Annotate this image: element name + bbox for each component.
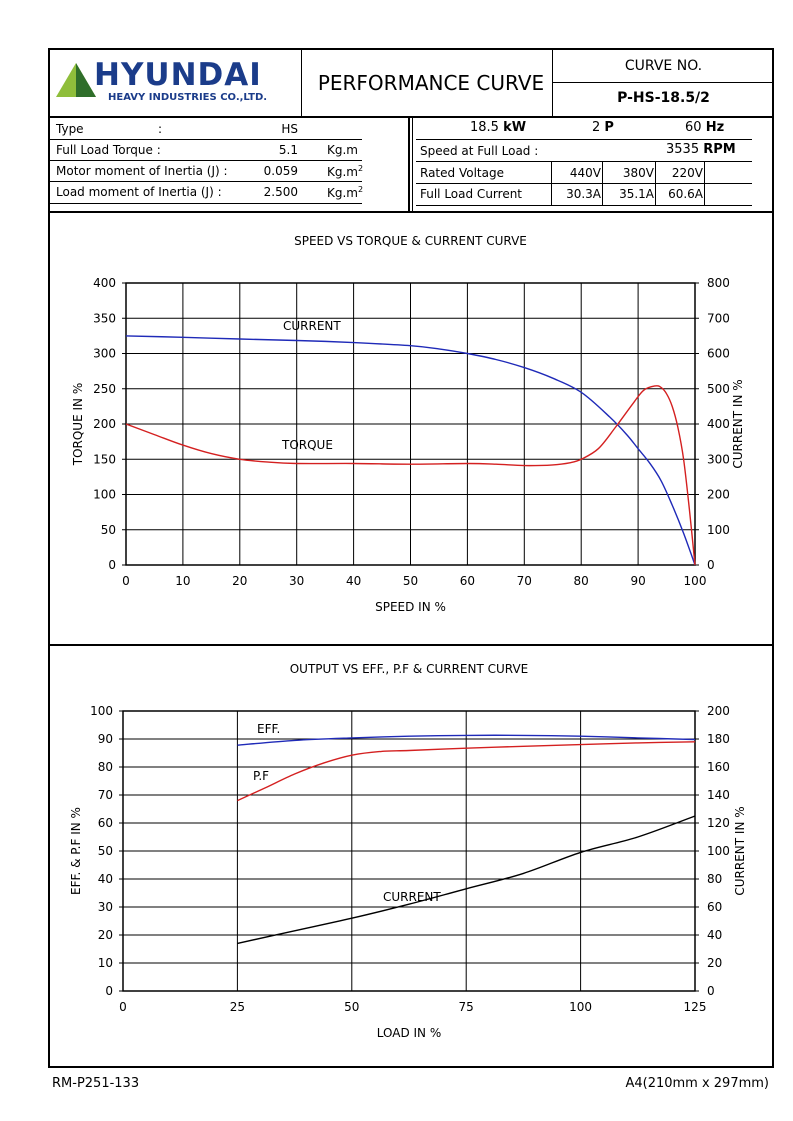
speed-label: Speed at Full Load : [420, 144, 539, 158]
document-frame: HYUNDAI HEAVY INDUSTRIES CO.,LTD. PERFOR… [48, 48, 774, 1068]
spec-value: 5.1 [278, 143, 298, 157]
curve-no-value: P-HS-18.5/2 [617, 90, 710, 106]
current-label: Full Load Current [420, 187, 523, 201]
spec-value: 2.500 [263, 185, 298, 199]
page-title: PERFORMANCE CURVE [317, 71, 545, 95]
current-440: 30.3A [566, 187, 601, 201]
footer-doc-code: RM-P251-133 [52, 1076, 140, 1091]
spec-separator: : [158, 122, 163, 136]
logo-triangle-icon [56, 63, 96, 97]
current-220: 60.6A [668, 187, 703, 201]
speed-value: 3535 RPM [666, 142, 736, 157]
voltage-440: 440V [569, 166, 601, 180]
spec-unit: Kg.m2 [327, 185, 364, 200]
voltage-label: Rated Voltage [420, 166, 504, 180]
voltage-220: 220V [671, 166, 703, 180]
voltage-380: 380V [622, 166, 654, 180]
spec-label: Type [56, 122, 84, 136]
spec-label: Load moment of Inertia (J) : [56, 185, 222, 199]
freq-value: 60 Hz [685, 120, 725, 135]
spec-label: Full Load Torque : [56, 143, 161, 157]
logo-subtext: HEAVY INDUSTRIES CO.,LTD. [108, 92, 268, 103]
spec-unit: Kg.m2 [327, 164, 364, 179]
spec-unit: Kg.m [327, 143, 358, 157]
curve-no-label: CURVE NO. [624, 58, 703, 74]
spec-label: Motor moment of Inertia (J) : [56, 164, 228, 178]
spec-value: HS [281, 122, 298, 136]
spec-value: 0.059 [263, 164, 298, 178]
footer-paper-size: A4(210mm x 297mm) [625, 1076, 769, 1091]
current-380: 35.1A [619, 187, 654, 201]
logo: HYUNDAI HEAVY INDUSTRIES CO.,LTD. [50, 50, 302, 116]
logo-text: HYUNDAI [94, 57, 262, 93]
power-value: 18.5 kW [470, 120, 527, 135]
poles-value: 2 P [592, 120, 614, 135]
